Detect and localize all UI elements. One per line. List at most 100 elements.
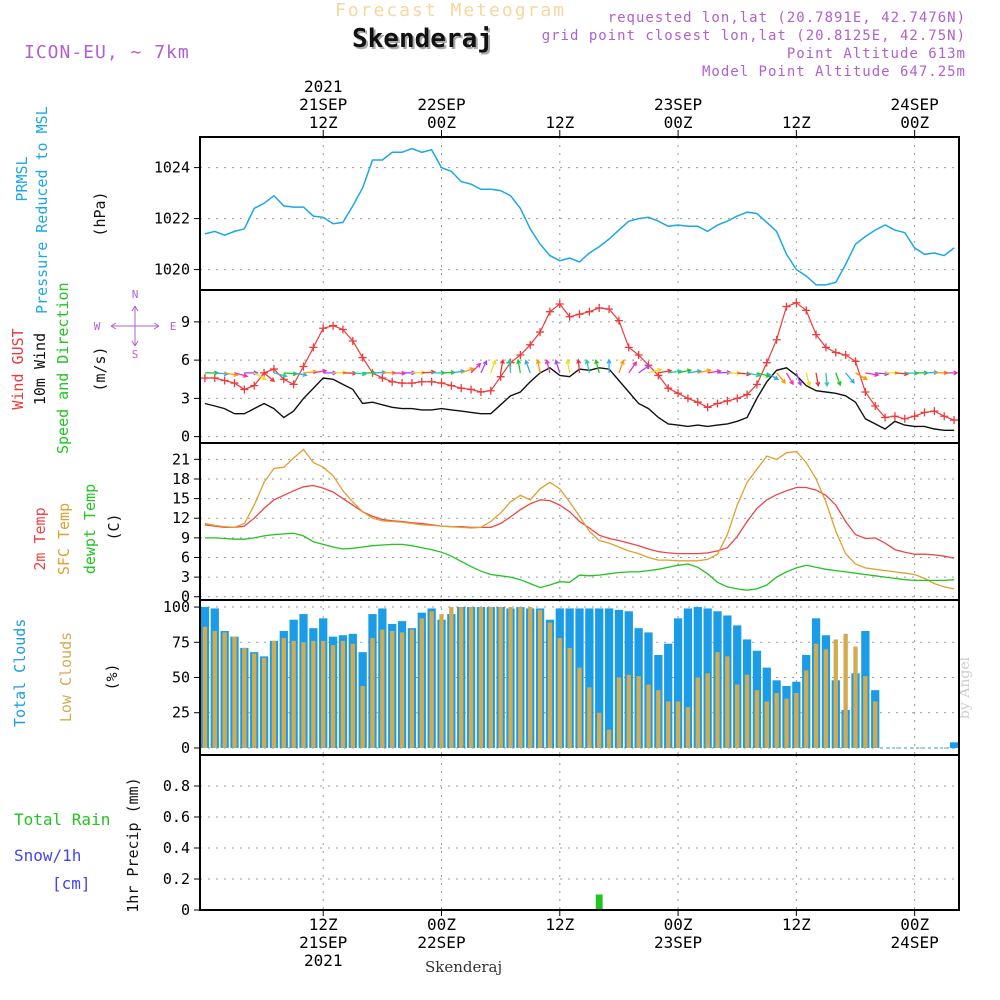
y-tick-label: 1022 — [154, 210, 190, 228]
wind-arrow — [283, 372, 297, 375]
total-cloud-bar — [673, 618, 683, 748]
low-cloud-bar — [350, 643, 355, 748]
gust-marker — [575, 310, 584, 319]
wind-arrow — [737, 372, 751, 375]
top-time-label: 24SEP — [891, 95, 939, 114]
wind-arrowhead — [781, 378, 786, 384]
wind-arrow — [313, 369, 327, 374]
y-tick-label: 1020 — [154, 261, 190, 279]
wind-arrowhead — [657, 367, 663, 373]
y-tick-label: 0.2 — [163, 870, 190, 888]
gust-marker — [496, 372, 505, 381]
low-cloud-bar — [557, 638, 562, 748]
snow-unit-legend: [cm] — [52, 874, 91, 893]
wind-arrow — [545, 360, 551, 374]
gust-marker — [733, 394, 742, 403]
gust-marker — [713, 399, 722, 408]
gust-marker — [388, 377, 397, 386]
gust-marker — [319, 324, 328, 333]
gust-marker — [309, 343, 318, 352]
bottom-time-label: 21SEP — [299, 933, 347, 952]
wind-arrow — [595, 360, 600, 374]
pressure-line — [204, 147, 955, 286]
wind-arrowhead — [765, 373, 771, 378]
low-cloud-bar — [370, 638, 375, 748]
wind-arrow — [253, 372, 266, 380]
wind-arrowhead — [269, 377, 276, 383]
gust-marker — [624, 343, 633, 352]
gust-marker — [427, 377, 436, 386]
y-tick-label: 9 — [181, 313, 190, 331]
low-cloud-bar — [784, 698, 789, 748]
total-cloud-bar — [585, 608, 594, 748]
requested-coords: requested lon,lat (20.7891E, 42.7476N) — [607, 10, 966, 26]
y-tick-label: 0 — [181, 428, 190, 446]
gust-marker — [752, 380, 761, 389]
gust-marker — [526, 340, 535, 349]
bottom-time-label: 12Z — [309, 915, 338, 934]
wind-arrowhead — [516, 358, 522, 365]
wind-arrow — [707, 370, 721, 374]
wind-arrow — [303, 371, 317, 374]
wind-arrow — [855, 372, 868, 380]
gust-marker — [890, 412, 899, 421]
gust-marker — [545, 307, 554, 316]
low-cloud-bar — [281, 638, 286, 748]
gust-marker — [240, 385, 249, 394]
grid-layer — [200, 137, 959, 911]
y-tick-label: 25 — [172, 704, 190, 722]
gust-marker — [338, 325, 347, 334]
low-cloud-bar — [508, 607, 513, 748]
wind-arrowhead — [953, 370, 959, 376]
wind-arrowhead — [554, 359, 560, 365]
wind-arrow — [451, 370, 465, 374]
gust-marker — [674, 389, 683, 398]
y-tick-label: 18 — [172, 470, 190, 488]
low-cloud-bar — [656, 690, 661, 748]
wind-arrowhead — [499, 358, 505, 365]
wind-arrow — [766, 372, 779, 380]
low-cloud-bar — [419, 618, 424, 748]
y-tick-label: 3 — [181, 568, 190, 586]
low-cloud-bar — [547, 622, 553, 748]
gust-marker — [476, 388, 485, 396]
wind-arrow — [875, 372, 889, 375]
wind-arrowhead — [755, 372, 762, 378]
wind-arrowhead — [632, 361, 638, 367]
bottom-time-label: 23SEP — [654, 933, 702, 952]
gust-marker — [437, 379, 446, 388]
gust-marker — [348, 337, 357, 345]
wind-arrowhead — [806, 381, 812, 387]
low-cloud-bar — [202, 626, 208, 748]
snow-legend: Snow/1h — [14, 846, 82, 865]
wind-arrow — [658, 369, 672, 374]
wind-arrow — [586, 360, 590, 374]
gust-marker — [821, 343, 830, 352]
wind-arrow — [273, 372, 287, 377]
y-tick-label: 0 — [181, 588, 190, 606]
wind-arrowhead — [482, 359, 488, 366]
gust-marker — [614, 316, 623, 325]
model-label: ICON-EU, ~ 7km — [24, 42, 190, 63]
low-cloud-bar — [380, 629, 385, 748]
top-time-label: 22SEP — [417, 95, 465, 114]
gust-marker — [861, 388, 870, 396]
wind-arrow — [263, 372, 275, 382]
low-cloud-bar — [606, 729, 612, 748]
low-cloud-bar — [498, 607, 503, 748]
wind-arrow — [214, 372, 228, 375]
wind-arrow — [648, 368, 662, 374]
wind-arrowhead — [706, 368, 712, 374]
low-cloud-bar — [754, 690, 760, 748]
gust-marker — [723, 396, 732, 405]
top-time-label: 00Z — [427, 113, 456, 132]
gust-marker — [831, 348, 840, 357]
low-cloud-bar — [212, 631, 217, 748]
gust-marker — [555, 300, 564, 309]
wind-arrow — [566, 359, 571, 373]
panel-frame — [199, 136, 960, 291]
gust-marker — [841, 351, 850, 360]
wind-arrow — [352, 372, 366, 375]
top-time-label: 12Z — [545, 113, 574, 132]
location-name: Skenderaj — [352, 24, 493, 54]
